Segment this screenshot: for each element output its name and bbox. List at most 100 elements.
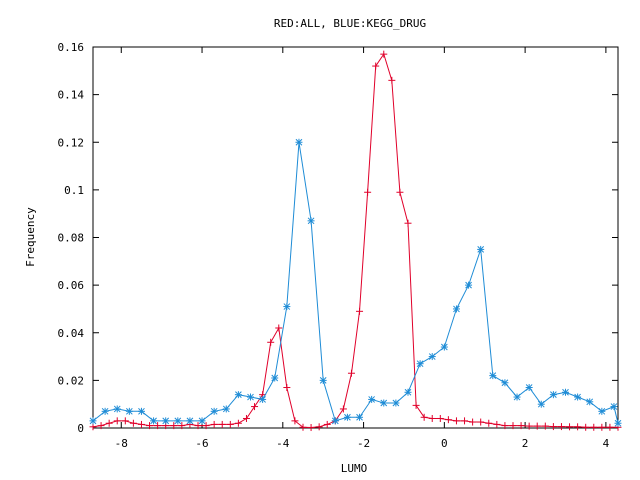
data-point xyxy=(121,417,129,425)
data-point xyxy=(388,76,396,84)
data-point xyxy=(541,422,549,430)
data-point xyxy=(194,422,202,430)
data-point xyxy=(606,423,614,431)
x-tick-label: 4 xyxy=(603,437,610,450)
data-point xyxy=(469,418,477,426)
data-point xyxy=(170,422,178,430)
data-point xyxy=(210,420,218,428)
plot-frame xyxy=(92,46,619,429)
data-point xyxy=(440,343,448,351)
data-point xyxy=(154,422,162,430)
y-tick-label: 0.08 xyxy=(58,232,85,245)
data-point xyxy=(234,391,242,399)
data-point xyxy=(222,405,230,413)
y-tick-label: 0.1 xyxy=(64,184,84,197)
data-point xyxy=(146,422,154,430)
data-point xyxy=(97,422,105,430)
data-point xyxy=(549,391,557,399)
data-point xyxy=(610,403,618,411)
data-point xyxy=(259,395,267,403)
data-point xyxy=(319,376,327,384)
data-point xyxy=(465,281,473,289)
y-axis-label: Frequency xyxy=(24,207,37,267)
data-point xyxy=(525,384,533,392)
y-tick-label: 0.16 xyxy=(58,41,85,54)
data-point xyxy=(428,353,436,361)
data-point xyxy=(392,399,400,407)
data-point xyxy=(307,217,315,225)
data-point xyxy=(251,403,259,411)
data-point xyxy=(186,417,194,425)
series-0 xyxy=(89,50,622,432)
x-tick-label: -6 xyxy=(195,437,208,450)
data-point xyxy=(452,305,460,313)
data-point xyxy=(420,413,428,421)
data-point xyxy=(347,369,355,377)
data-point xyxy=(404,388,412,396)
data-point xyxy=(477,418,485,426)
data-point xyxy=(396,188,404,196)
data-point xyxy=(242,414,250,422)
data-point xyxy=(283,384,291,392)
data-point xyxy=(493,420,501,428)
data-point xyxy=(557,423,565,431)
data-point xyxy=(267,338,275,346)
data-point xyxy=(380,399,388,407)
y-tick-label: 0.02 xyxy=(58,374,85,387)
data-point xyxy=(436,414,444,422)
data-point xyxy=(101,407,109,415)
data-point xyxy=(295,138,303,146)
data-point xyxy=(247,393,254,401)
data-point xyxy=(452,417,460,425)
data-point xyxy=(356,413,364,421)
y-tick-label: 0.06 xyxy=(58,279,85,292)
data-point xyxy=(489,372,497,380)
data-point xyxy=(444,416,452,424)
x-tick-label: 2 xyxy=(522,437,529,450)
x-tick-label: -4 xyxy=(276,437,290,450)
data-point xyxy=(113,405,121,413)
data-point xyxy=(477,245,485,253)
data-point xyxy=(210,407,218,415)
data-point xyxy=(162,417,170,425)
data-point xyxy=(218,420,226,428)
data-point xyxy=(574,393,582,401)
data-point xyxy=(549,423,557,431)
x-tick-label: 0 xyxy=(441,437,448,450)
data-point xyxy=(331,417,339,425)
data-point xyxy=(343,413,351,421)
y-tick-label: 0.12 xyxy=(58,136,85,149)
data-point xyxy=(226,420,234,428)
data-point xyxy=(315,423,323,431)
x-tick-label: -8 xyxy=(115,437,128,450)
series-line xyxy=(92,142,619,424)
data-point xyxy=(372,62,380,70)
data-point xyxy=(174,417,182,425)
data-point xyxy=(412,401,420,409)
data-point xyxy=(125,407,133,415)
data-point xyxy=(428,414,436,422)
axis-ticks: -8 -6 -4 -2 0 2 4 0 0.02 0.04 0.06 0.08 0.1 0.12 0.14 0… xyxy=(58,41,618,450)
data-point xyxy=(339,405,347,413)
data-point xyxy=(137,420,145,428)
data-point xyxy=(271,374,279,382)
data-point xyxy=(525,422,533,430)
data-point xyxy=(380,50,388,58)
data-point xyxy=(291,417,299,425)
data-point xyxy=(113,417,121,425)
x-axis-label: LUMO xyxy=(341,462,368,475)
data-point xyxy=(566,423,574,431)
y-tick-label: 0 xyxy=(77,422,84,435)
data-point xyxy=(283,303,291,311)
data-point xyxy=(234,419,242,427)
series-group xyxy=(89,50,622,432)
data-point xyxy=(586,398,594,406)
data-point xyxy=(598,407,606,415)
data-point xyxy=(517,422,525,430)
data-point xyxy=(275,324,283,332)
data-point xyxy=(198,417,206,425)
data-point xyxy=(533,422,541,430)
data-point xyxy=(368,395,376,403)
data-point xyxy=(129,419,137,427)
